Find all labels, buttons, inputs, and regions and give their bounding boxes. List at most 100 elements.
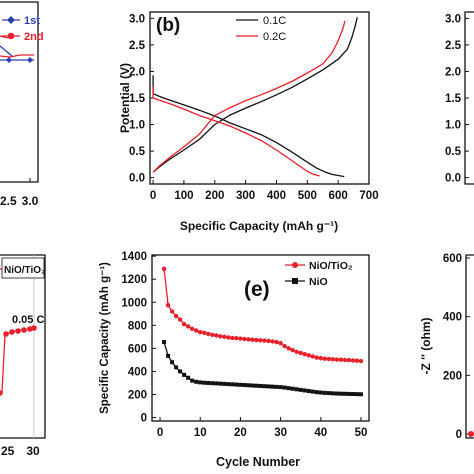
series-0-point xyxy=(202,330,207,336)
series-1-point xyxy=(190,378,195,383)
series-0-point xyxy=(226,335,231,340)
tick-label: 2.5 xyxy=(0,194,17,208)
red-curve-fragment xyxy=(0,327,35,394)
partial-panel-bottom-right-frame xyxy=(465,254,474,439)
y-tick-label: 800 xyxy=(128,320,147,332)
x-tick-label: 700 xyxy=(359,190,378,202)
legend-label-2nd: 2nd xyxy=(24,31,44,43)
panel-e-plot-frame xyxy=(151,254,370,422)
series-1-point xyxy=(234,382,239,387)
panel-e-legend: NiO/TiO₂ NiO xyxy=(285,260,353,288)
series-0-point xyxy=(250,337,255,342)
series-1-point xyxy=(206,380,211,385)
x-tick-label: 300 xyxy=(236,190,255,202)
series-1-point xyxy=(194,379,199,384)
series-1-point xyxy=(358,392,363,397)
series-1-point xyxy=(338,391,343,396)
series-1-point xyxy=(318,390,323,395)
series-1-point xyxy=(214,381,219,386)
series-1-point xyxy=(262,384,267,389)
series-0-2c-discharge-line xyxy=(152,86,320,177)
series-0-point xyxy=(181,321,187,327)
y-tick-label: 600 xyxy=(128,343,147,355)
series-1-point xyxy=(246,383,251,388)
y-tick-label: 1000 xyxy=(121,297,147,309)
series-0-point xyxy=(230,335,235,341)
series-1-point xyxy=(350,392,355,397)
y-tick-label: 0 xyxy=(456,429,462,441)
series-1-point xyxy=(274,384,279,389)
legend-label: NiO/TiO₂ xyxy=(4,265,45,276)
panel-b-label: (b) xyxy=(156,15,180,36)
series-1-point xyxy=(162,340,167,345)
panel-b-chart: 0 100 200 300 400 500 600 700 0.0 0.5 1.0 1.5 2.0 2.5… xyxy=(118,11,379,233)
series-1-point xyxy=(282,385,287,390)
red-curve-fragment xyxy=(0,54,34,58)
panel-e-label: (e) xyxy=(244,278,270,301)
data-point xyxy=(3,331,9,337)
tick-label: 30 xyxy=(26,444,40,458)
series-1-point xyxy=(302,388,307,393)
y-tick-label: 1.0 xyxy=(445,120,461,132)
partial-panel-top-right: 0.0 0.5 1.0 1.5 2.0 2.5 3.0 xyxy=(445,11,474,185)
tick-label: 3.0 xyxy=(22,194,39,208)
partial-panel-top-right-ticks: 0.0 0.5 1.0 1.5 2.0 2.5 3.0 xyxy=(445,13,469,185)
y-tick-label: 600 xyxy=(443,253,462,265)
series-0-point xyxy=(161,266,167,272)
partial-panel-top-left: 1st 2nd 2.5 3.0 xyxy=(0,1,44,208)
partial-panel-bottom-right: 0 200 400 600 -Z ″ (ohm) xyxy=(419,253,474,441)
series-1-point xyxy=(198,380,203,385)
y-tick-label: 1.0 xyxy=(129,120,145,132)
panel-e-ylabel: Specific Capacity (mAh g⁻¹) xyxy=(99,262,111,414)
series-0-point xyxy=(210,332,215,337)
y-tick-label: 0.5 xyxy=(445,146,462,158)
legend-label-series-0: NiO/TiO₂ xyxy=(309,260,353,272)
series-0-point xyxy=(238,336,243,341)
y-tick-label: 3.0 xyxy=(445,13,461,25)
y-tick-label: 2.0 xyxy=(129,66,145,78)
series-0-point xyxy=(254,337,259,343)
series-1-point xyxy=(266,384,271,389)
x-tick-label: 600 xyxy=(329,190,348,202)
partial-panel-bottom-right-ylabel: -Z ″ (ohm) xyxy=(419,317,433,374)
partial-panel-top-left-frame xyxy=(0,1,39,183)
series-1-point xyxy=(174,365,179,370)
x-tick-label: 10 xyxy=(194,427,207,439)
series-1-point xyxy=(258,383,263,388)
y-tick-label: 0.0 xyxy=(445,173,461,185)
legend-marker-1st xyxy=(7,16,15,24)
series-0-point xyxy=(274,339,279,345)
panel-b-ticks: 0 100 200 300 400 500 600 700 0.0 0.5 1.0 1.5 2.0 2.5… xyxy=(129,13,379,202)
data-point xyxy=(0,390,3,396)
series-0-point xyxy=(346,357,352,363)
data-point xyxy=(31,325,37,331)
legend-label-series-1: NiO xyxy=(309,276,328,288)
x-tick-label: 0 xyxy=(150,190,156,202)
series-1-point xyxy=(182,372,187,377)
series-1-point xyxy=(310,389,315,394)
series-0-point xyxy=(169,309,175,314)
series-1-point xyxy=(294,387,299,392)
x-tick-label: 50 xyxy=(355,427,368,439)
series-0-point xyxy=(302,351,307,357)
legend-label-series-0: 0.1C xyxy=(263,15,286,27)
series-1-point xyxy=(222,381,227,386)
y-tick-label: 2.5 xyxy=(445,40,462,52)
series-0-point xyxy=(246,337,251,342)
x-tick-label: 400 xyxy=(267,190,286,202)
series-0-point xyxy=(354,358,360,363)
series-0-point xyxy=(282,343,287,349)
series-1-point xyxy=(270,384,275,389)
y-tick-label: 3.0 xyxy=(129,13,145,25)
series-0-point xyxy=(322,356,327,361)
series-1-point xyxy=(334,391,339,396)
series-1-point xyxy=(230,382,235,387)
series-0-point xyxy=(334,357,340,362)
series-0-point xyxy=(194,328,199,333)
series-0-point xyxy=(314,355,319,360)
panel-b-curves xyxy=(152,17,358,178)
series-0-1c-discharge-line xyxy=(152,75,345,178)
series-1-point xyxy=(342,391,347,396)
series-0-point xyxy=(222,334,227,340)
